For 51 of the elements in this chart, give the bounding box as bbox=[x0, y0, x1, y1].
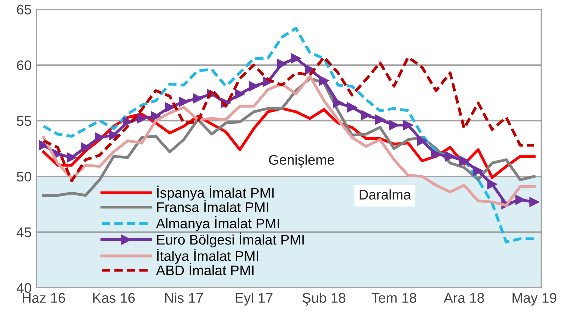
legend-label: Fransa İmalat PMI bbox=[157, 200, 268, 212]
x-tick-label: Haz 16 bbox=[23, 293, 66, 304]
annotation: Daralma bbox=[360, 190, 412, 200]
legend-label: İtalya İmalat PMI bbox=[158, 249, 258, 264]
y-tick-label: 55 bbox=[17, 116, 32, 126]
point bbox=[446, 152, 456, 162]
x-tick-label: Tem 18 bbox=[372, 293, 416, 304]
y-tick-label: 40 bbox=[16, 283, 32, 294]
point bbox=[333, 98, 344, 108]
point bbox=[516, 195, 526, 205]
x-tick-label: Kas 16 bbox=[93, 293, 135, 304]
point bbox=[389, 120, 400, 130]
legend-label: Euro Bölgesi İmalat PMI bbox=[157, 232, 304, 248]
point bbox=[151, 112, 161, 122]
x-tick-label: Nis 17 bbox=[165, 292, 204, 304]
point bbox=[165, 102, 175, 112]
point bbox=[403, 120, 414, 130]
point bbox=[431, 150, 442, 160]
point bbox=[319, 76, 330, 86]
y-tick-label: 50 bbox=[17, 172, 32, 182]
y-tick-label: 60 bbox=[17, 60, 32, 70]
x-tick-label: Şub 18 bbox=[302, 292, 346, 306]
point bbox=[193, 94, 203, 104]
point bbox=[81, 142, 91, 153]
annotation: Genişleme bbox=[269, 154, 334, 168]
point bbox=[109, 130, 119, 140]
point bbox=[137, 114, 147, 124]
point bbox=[95, 132, 105, 143]
point bbox=[235, 89, 245, 100]
legend-label: İspanya İmalat PMI bbox=[158, 186, 274, 201]
point bbox=[417, 136, 428, 146]
x-tick-label: May 19 bbox=[512, 293, 557, 306]
x-tick-label: Eyl 17 bbox=[236, 292, 273, 306]
point bbox=[249, 82, 259, 92]
point bbox=[375, 114, 386, 125]
point bbox=[123, 117, 133, 127]
point bbox=[179, 97, 189, 107]
point bbox=[530, 197, 540, 208]
y-tick-label: 45 bbox=[16, 228, 32, 238]
legend-label: Almanya İmalat PMI bbox=[156, 216, 280, 232]
point bbox=[474, 166, 484, 176]
legend-label: ABD İmalat PMI bbox=[156, 263, 254, 276]
point bbox=[277, 59, 288, 70]
point bbox=[361, 110, 372, 120]
point bbox=[347, 102, 358, 112]
y-tick-label: 65 bbox=[17, 4, 32, 15]
point bbox=[488, 180, 498, 190]
point bbox=[460, 156, 470, 166]
point bbox=[291, 54, 302, 64]
x-tick-label: Ara 18 bbox=[444, 293, 484, 304]
point bbox=[67, 152, 77, 163]
